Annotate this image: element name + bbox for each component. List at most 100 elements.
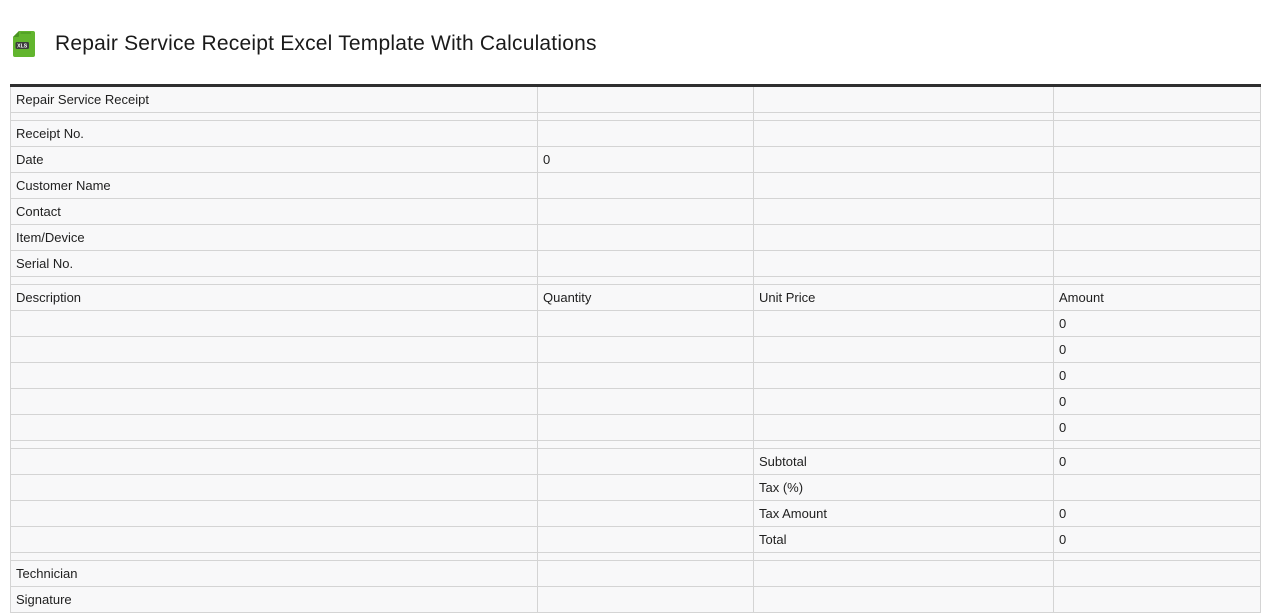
table-row: Serial No. [10, 250, 1261, 277]
cell-empty [537, 388, 754, 415]
table-row: Customer Name [10, 172, 1261, 199]
cell-empty [537, 474, 754, 501]
cell-item-device: Item/Device [10, 224, 538, 251]
cell-empty [537, 198, 754, 225]
cell-empty [537, 336, 754, 363]
cell-serial-no: Serial No. [10, 250, 538, 277]
cell-empty [537, 250, 754, 277]
table-row: Contact [10, 198, 1261, 225]
cell-empty [537, 224, 754, 251]
spacer-row [10, 112, 1261, 121]
cell-empty [1053, 146, 1261, 173]
cell-empty [537, 172, 754, 199]
cell-empty [1053, 552, 1261, 561]
cell-empty [10, 112, 538, 121]
cell-empty [753, 112, 1054, 121]
cell-empty [1053, 112, 1261, 121]
cell-empty [1053, 474, 1261, 501]
cell-0: 0 [1053, 526, 1261, 553]
cell-empty [753, 560, 1054, 587]
cell-date: Date [10, 146, 538, 173]
cell-0: 0 [537, 146, 754, 173]
cell-empty [753, 310, 1054, 337]
spacer-row [10, 276, 1261, 285]
table-row: 0 [10, 310, 1261, 337]
cell-empty [1053, 440, 1261, 449]
cell-signature: Signature [10, 586, 538, 613]
cell-empty [753, 336, 1054, 363]
table-row: Subtotal 0 [10, 448, 1261, 475]
table-row: Repair Service Receipt [10, 85, 1261, 113]
cell-empty [537, 112, 754, 121]
cell-empty [537, 85, 754, 113]
spacer-row [10, 440, 1261, 449]
cell-repair-service-receipt: Repair Service Receipt [10, 85, 538, 113]
table-row: Item/Device [10, 224, 1261, 251]
cell-0: 0 [1053, 336, 1261, 363]
cell-empty [10, 362, 538, 389]
cell-empty [753, 362, 1054, 389]
cell-empty [537, 448, 754, 475]
table-row: Tax (%) [10, 474, 1261, 501]
cell-empty [753, 552, 1054, 561]
cell-empty [1053, 120, 1261, 147]
table-row: Tax Amount 0 [10, 500, 1261, 527]
table-row: Description Quantity Unit Price Amount [10, 284, 1261, 311]
cell-empty [537, 276, 754, 285]
table-row: Technician [10, 560, 1261, 587]
cell-contact: Contact [10, 198, 538, 225]
cell-empty [753, 414, 1054, 441]
cell-technician: Technician [10, 560, 538, 587]
cell-empty [10, 552, 538, 561]
cell-empty [1053, 586, 1261, 613]
table-row: Signature [10, 586, 1261, 613]
cell-tax-amount: Tax Amount [753, 500, 1054, 527]
receipt-table: Repair Service Receipt Receipt No. Date 0 Cu… [10, 84, 1261, 613]
receipt-sheet-container: Repair Service Receipt Receipt No. Date 0 Cu… [10, 84, 1261, 613]
cell-empty [10, 474, 538, 501]
xls-badge [15, 42, 29, 49]
table-row: 0 [10, 414, 1261, 441]
xls-file-icon: XLS [13, 31, 35, 57]
cell-empty [1053, 85, 1261, 113]
cell-customer-name: Customer Name [10, 172, 538, 199]
table-row: 0 [10, 388, 1261, 415]
cell-empty [537, 362, 754, 389]
cell-empty [753, 388, 1054, 415]
cell-amount: Amount [1053, 284, 1261, 311]
cell-empty [753, 85, 1054, 113]
table-row: 0 [10, 362, 1261, 389]
cell-tax: Tax (%) [753, 474, 1054, 501]
cell-empty [10, 388, 538, 415]
cell-empty [537, 500, 754, 527]
cell-empty [10, 526, 538, 553]
cell-empty [1053, 250, 1261, 277]
cell-empty [1053, 276, 1261, 285]
cell-empty [1053, 172, 1261, 199]
table-row: Date 0 [10, 146, 1261, 173]
cell-empty [10, 500, 538, 527]
cell-0: 0 [1053, 388, 1261, 415]
cell-empty [537, 120, 754, 147]
cell-empty [537, 526, 754, 553]
cell-empty [1053, 560, 1261, 587]
cell-unit-price: Unit Price [753, 284, 1054, 311]
page-header: XLS Repair Service Receipt Excel Templat… [12, 30, 597, 58]
cell-empty [10, 440, 538, 449]
cell-receipt-no: Receipt No. [10, 120, 538, 147]
cell-empty [753, 120, 1054, 147]
cell-description: Description [10, 284, 538, 311]
cell-empty [10, 276, 538, 285]
cell-empty [10, 414, 538, 441]
cell-empty [537, 414, 754, 441]
cell-total: Total [753, 526, 1054, 553]
cell-empty [753, 146, 1054, 173]
cell-empty [1053, 198, 1261, 225]
cell-quantity: Quantity [537, 284, 754, 311]
table-row: Total 0 [10, 526, 1261, 553]
cell-empty [537, 552, 754, 561]
cell-empty [753, 250, 1054, 277]
spacer-row [10, 552, 1261, 561]
cell-empty [753, 224, 1054, 251]
cell-empty [537, 310, 754, 337]
